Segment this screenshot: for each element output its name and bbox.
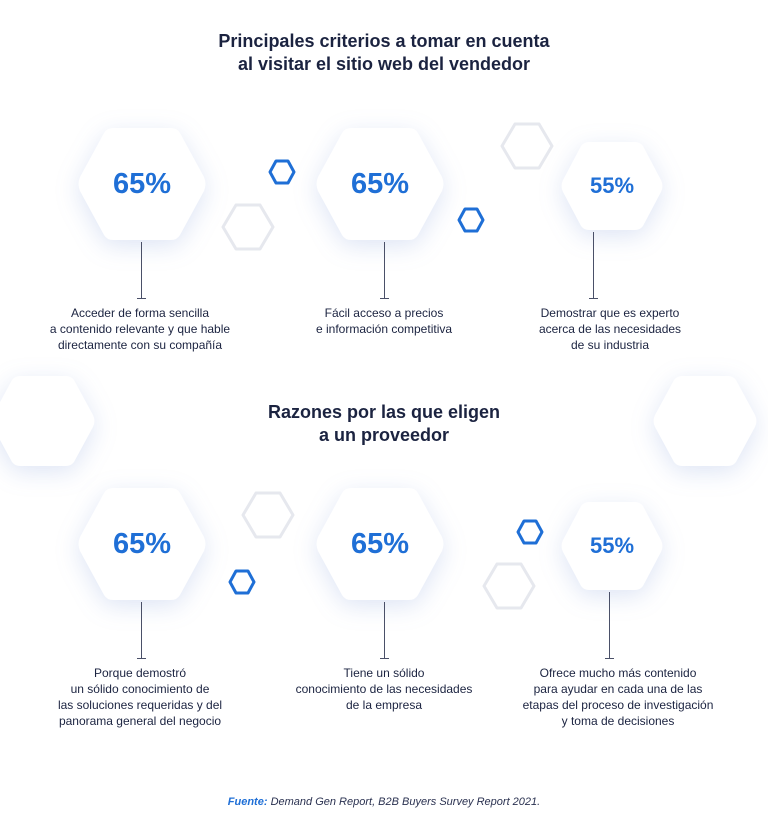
decorative-hexagon-outline-grey: [221, 203, 275, 251]
decorative-hexagon-outline-grey: [482, 562, 536, 610]
decorative-hexagon-filled: [652, 374, 758, 468]
decorative-hexagon-outline-grey: [241, 491, 295, 539]
connector-tick: [380, 298, 389, 299]
connector-line: [609, 592, 610, 658]
stat-value: 55%: [589, 173, 635, 198]
stat-value: 65%: [350, 167, 410, 200]
connector-line: [384, 602, 385, 658]
criterion-description: Demostrar que es experto acerca de las n…: [538, 306, 682, 352]
connector-line: [141, 602, 142, 658]
decorative-hexagon-outline-grey: [500, 122, 554, 170]
stat-hexagon: 55%: [560, 500, 664, 592]
reason-description: Ofrece mucho más contenido para ayudar e…: [522, 666, 714, 728]
section2-title: Razones por las que eligen a un proveedo…: [0, 401, 768, 447]
stat-hexagon: 65%: [314, 486, 446, 602]
stat-hexagon: 55%: [560, 140, 664, 232]
section1-title-line2: al visitar el sitio web del vendedor: [237, 54, 531, 74]
stat-value: 65%: [112, 527, 172, 560]
connector-tick: [137, 298, 146, 299]
connector-tick: [137, 658, 146, 659]
stat-value: 65%: [112, 167, 172, 200]
stat-hexagon: 65%: [314, 126, 446, 242]
criterion-description: Fácil acceso a precios e información com…: [315, 306, 453, 336]
connector-line: [384, 242, 385, 298]
decorative-hexagon-outline-blue: [516, 519, 544, 545]
decorative-hexagon-outline-blue: [457, 207, 485, 233]
connector-line: [593, 232, 594, 298]
criterion-description: Acceder de forma sencilla a contenido re…: [49, 306, 231, 352]
decorative-hexagon-filled: [0, 374, 96, 468]
reason-description: Tiene un sólido conocimiento de las nece…: [295, 666, 473, 712]
section2-title-line2: a un proveedor: [318, 425, 450, 445]
source-footnote: Fuente: Demand Gen Report, B2B Buyers Su…: [0, 796, 768, 808]
stat-value: 55%: [589, 533, 635, 558]
decorative-hexagon-outline-blue: [228, 569, 256, 595]
source-text: Demand Gen Report, B2B Buyers Survey Rep…: [267, 796, 541, 808]
source-label: Fuente:: [227, 796, 268, 808]
section1-title: Principales criterios a tomar en cuenta …: [0, 30, 768, 76]
connector-tick: [380, 658, 389, 659]
stat-hexagon: 65%: [76, 126, 208, 242]
stat-hexagon: 65%: [76, 486, 208, 602]
section1-title-line1: Principales criterios a tomar en cuenta: [218, 31, 550, 51]
stat-value: 65%: [350, 527, 410, 560]
connector-line: [141, 242, 142, 298]
decorative-hexagon-outline-blue: [268, 159, 296, 185]
section2-title-line1: Razones por las que eligen: [267, 402, 501, 422]
connector-tick: [589, 298, 598, 299]
connector-tick: [605, 658, 614, 659]
reason-description: Porque demostró un sólido conocimiento d…: [57, 666, 223, 728]
